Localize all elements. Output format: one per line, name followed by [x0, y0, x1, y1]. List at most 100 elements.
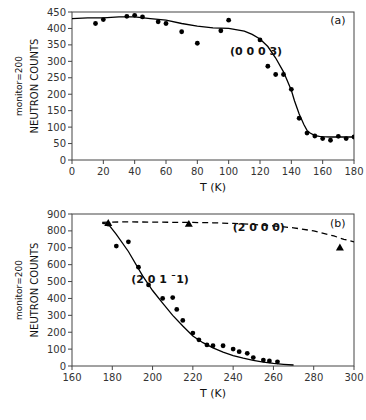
y-tick-label: 900	[47, 209, 66, 220]
data-point	[136, 265, 141, 270]
plot-frame	[72, 12, 354, 160]
data-point	[156, 19, 161, 24]
y-tick-label: 0	[60, 361, 66, 372]
data-point	[190, 331, 195, 336]
data-point	[265, 64, 270, 69]
y-tick-label: 400	[47, 23, 66, 34]
x-tick	[354, 160, 355, 164]
data-point	[267, 359, 272, 364]
y-tick-label: 400	[47, 293, 66, 304]
fit-line	[102, 223, 293, 365]
y-tick	[68, 77, 72, 78]
y-axis-label: NEUTRON COUNTS	[29, 243, 40, 338]
data-point	[312, 134, 317, 139]
panel-label: (a)	[330, 14, 345, 27]
x-tick-label: 120	[250, 166, 269, 177]
x-tick-label: 180	[103, 372, 122, 383]
x-tick-label: 280	[304, 372, 323, 383]
data-point	[114, 244, 119, 249]
data-point	[245, 351, 250, 356]
x-tick	[354, 366, 355, 370]
data-point	[195, 41, 200, 46]
y-tick-label: 800	[47, 225, 66, 236]
y-tick	[68, 315, 72, 316]
annotation: (0 0 0 3)	[230, 45, 282, 58]
y-tick-label: 300	[47, 56, 66, 67]
x-tick-label: 140	[282, 166, 301, 177]
plot-area	[72, 13, 354, 143]
y-tick-label: 600	[47, 259, 66, 270]
data-point	[211, 343, 216, 348]
x-tick	[291, 160, 292, 164]
x-tick-label: 200	[143, 372, 162, 383]
y-tick	[68, 366, 72, 367]
data-point	[179, 29, 184, 34]
y-tick	[68, 264, 72, 265]
figure: 0204060801001201401601800501001502002503…	[0, 0, 366, 420]
x-tick-label: 40	[128, 166, 141, 177]
x-tick	[192, 366, 193, 370]
data-point	[328, 138, 333, 143]
data-point	[258, 38, 263, 43]
y-tick-label: 700	[47, 242, 66, 253]
annotation: (2 0 0 0)	[233, 221, 285, 234]
annotation: (2 0 1 ¯1)	[131, 273, 189, 286]
data-point	[218, 28, 223, 33]
data-point	[336, 134, 341, 139]
y-tick-label: 500	[47, 276, 66, 287]
y-tick	[68, 61, 72, 62]
data-point	[126, 239, 131, 244]
x-tick	[197, 160, 198, 164]
y-tick-label: 0	[60, 155, 66, 166]
x-tick	[166, 160, 167, 164]
fit-line	[72, 17, 354, 137]
data-point	[221, 343, 226, 348]
data-point	[275, 359, 280, 364]
y-tick	[68, 28, 72, 29]
y-tick-label: 300	[47, 310, 66, 321]
data-point	[344, 136, 349, 141]
x-tick	[103, 160, 104, 164]
data-point	[174, 307, 179, 312]
y-tick-label: 100	[47, 344, 66, 355]
panel-label: (b)	[330, 217, 346, 230]
data-point	[170, 295, 175, 300]
fit-line	[102, 222, 354, 242]
plot-frame	[72, 214, 354, 366]
x-tick	[273, 366, 274, 370]
x-tick-label: 160	[313, 166, 332, 177]
y-tick	[68, 298, 72, 299]
data-point	[160, 296, 165, 301]
x-tick-label: 160	[62, 372, 81, 383]
data-point	[164, 21, 169, 26]
y-tick-label: 200	[47, 89, 66, 100]
data-point	[205, 342, 210, 347]
data-point-triangle	[185, 220, 193, 227]
data-point	[289, 87, 294, 92]
y-tick	[68, 247, 72, 248]
y-tick	[68, 110, 72, 111]
y-tick	[68, 127, 72, 128]
x-tick	[228, 160, 229, 164]
x-tick-label: 220	[183, 372, 202, 383]
data-point	[140, 15, 145, 20]
y-tick-label: 450	[47, 7, 66, 18]
y-axis-label: NEUTRON COUNTS	[29, 39, 40, 134]
data-point	[251, 355, 256, 360]
x-tick-label: 100	[219, 166, 238, 177]
x-axis-label: T (K)	[199, 181, 226, 194]
data-point	[352, 135, 354, 140]
y-tick-label: 150	[47, 105, 66, 116]
data-point	[180, 318, 185, 323]
y-tick	[68, 94, 72, 95]
x-tick-label: 240	[224, 372, 243, 383]
x-tick-label: 0	[69, 166, 75, 177]
x-tick	[134, 160, 135, 164]
x-tick-label: 300	[344, 372, 363, 383]
y-tick-label: 350	[47, 39, 66, 50]
x-tick-label: 60	[160, 166, 173, 177]
data-point-triangle	[336, 244, 344, 251]
x-tick-label: 80	[191, 166, 204, 177]
x-tick	[322, 160, 323, 164]
y-axis-label-secondary: monitor=200	[14, 260, 24, 320]
